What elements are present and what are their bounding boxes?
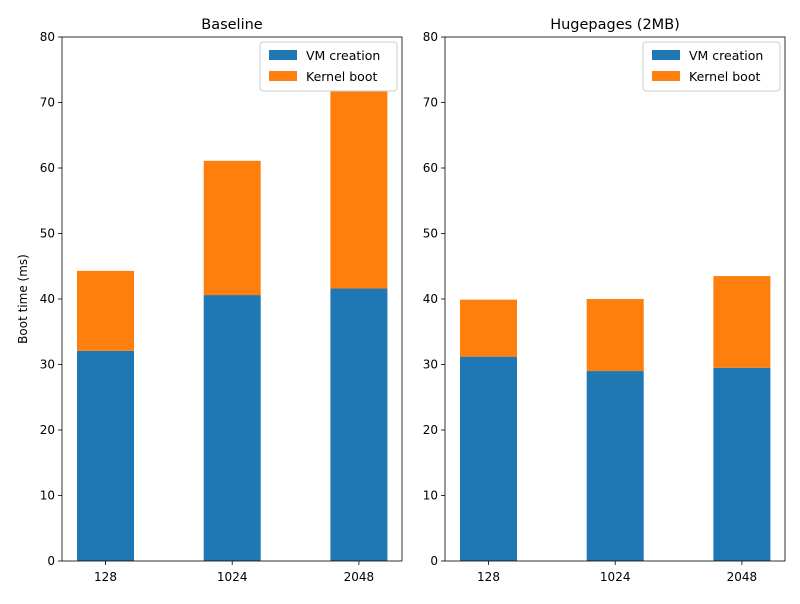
- y-axis-label: Boot time (ms): [16, 254, 30, 344]
- bar-kernel-boot-1024: [586, 299, 644, 372]
- bar-kernel-boot-2048: [713, 276, 771, 368]
- x-tick-label: 2048: [344, 570, 375, 584]
- y-tick-label: 40: [40, 292, 55, 306]
- legend-label: VM creation: [306, 48, 380, 63]
- x-tick-label: 1024: [217, 570, 248, 584]
- x-tick-label: 1024: [600, 570, 631, 584]
- legend-label: VM creation: [689, 48, 763, 63]
- bar-kernel-boot-128: [77, 270, 134, 351]
- y-tick-label: 70: [40, 96, 55, 110]
- bar-kernel-boot-1024: [203, 160, 261, 296]
- bar-vm-creation-128: [460, 356, 517, 561]
- bar-vm-creation-1024: [586, 371, 644, 561]
- x-tick-label: 2048: [727, 570, 758, 584]
- y-tick-label: 30: [423, 358, 438, 372]
- legend-swatch: [269, 71, 297, 81]
- chart-panel-2: 0 10 20 30 40 50 60 70 80 128 1024 2048 Hugepages (2…: [423, 17, 786, 584]
- y-tick-label: 40: [423, 292, 438, 306]
- bar-kernel-boot-128: [460, 299, 517, 357]
- bar-vm-creation-2048: [330, 288, 388, 561]
- legend-swatch: [652, 50, 680, 60]
- y-tick-label: 0: [47, 554, 55, 568]
- y-tick-label: 80: [40, 30, 55, 44]
- y-tick-label: 80: [423, 30, 438, 44]
- bar-vm-creation-1024: [203, 295, 261, 561]
- legend-label: Kernel boot: [306, 69, 377, 84]
- legend: VM creation Kernel boot: [642, 41, 781, 92]
- legend-swatch: [269, 50, 297, 60]
- bar-vm-creation-128: [77, 350, 134, 561]
- chart-title: Baseline: [201, 17, 263, 33]
- y-tick-label: 50: [423, 227, 438, 241]
- legend-swatch: [652, 71, 680, 81]
- bar-vm-creation-2048: [713, 367, 771, 561]
- legend-label: Kernel boot: [689, 69, 760, 84]
- y-tick-label: 70: [423, 96, 438, 110]
- bar-kernel-boot-2048: [330, 90, 388, 289]
- y-tick-label: 30: [40, 358, 55, 372]
- y-tick-label: 20: [423, 423, 438, 437]
- x-tick-label: 128: [94, 570, 117, 584]
- x-tick-label: 128: [477, 570, 500, 584]
- y-tick-label: 20: [40, 423, 55, 437]
- y-tick-label: 10: [40, 489, 55, 503]
- y-tick-label: 50: [40, 227, 55, 241]
- y-tick-label: 60: [40, 161, 55, 175]
- y-tick-label: 0: [430, 554, 438, 568]
- chart-title: Hugepages (2MB): [550, 17, 680, 33]
- y-tick-label: 10: [423, 489, 438, 503]
- chart-panel-1: 0 10 20 30 40 50 60 70 80 128 1024 2048 Baseline VM c…: [40, 17, 403, 584]
- legend: VM creation Kernel boot: [259, 41, 398, 92]
- y-tick-label: 60: [423, 161, 438, 175]
